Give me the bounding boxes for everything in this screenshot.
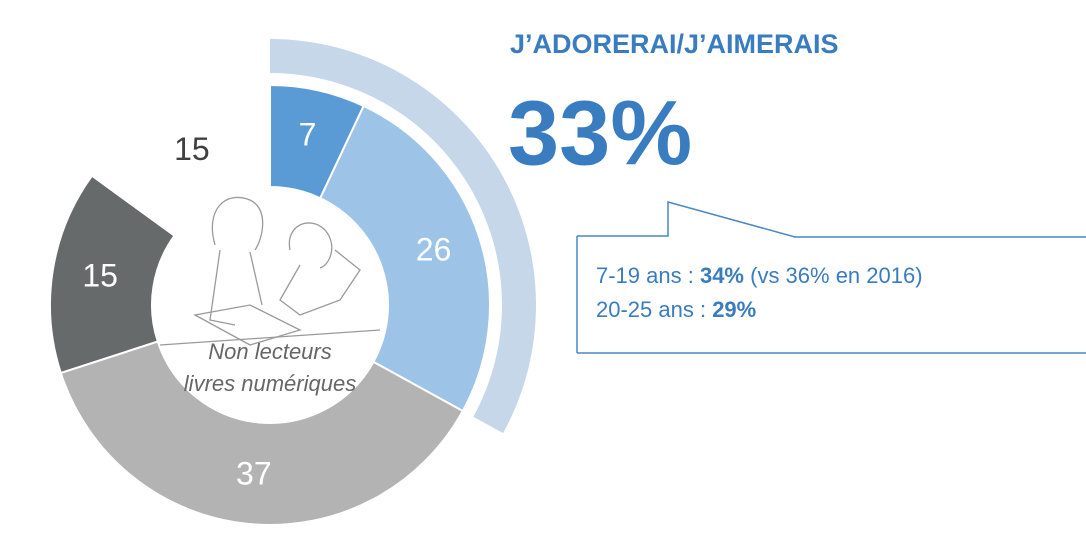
donut-segment [318, 104, 491, 413]
segment-label: 37 [236, 456, 272, 492]
title: J’ADORERAI/J’AIMERAIS [510, 29, 839, 59]
callout-text: 20-25 ans : [596, 297, 712, 322]
callout-text: (vs 36% en 2016) [744, 263, 923, 288]
callout-line: 20-25 ans : 29% [596, 297, 756, 322]
callout-line: 7-19 ans : 34% (vs 36% en 2016) [596, 263, 923, 288]
center-label: Non lecteurs [208, 339, 332, 364]
segment-label: 15 [174, 131, 210, 167]
callout-box [576, 201, 1086, 354]
highlight-value: 33% [508, 82, 692, 184]
donut-segment [59, 340, 465, 526]
callout-text: 7-19 ans : [596, 263, 700, 288]
segment-label: 26 [416, 231, 452, 267]
segment-label: 15 [82, 258, 118, 294]
center-label: livres numériques [184, 371, 356, 396]
callout-text: 34% [700, 263, 744, 288]
segment-label: 7 [299, 117, 317, 153]
callout-text: 29% [712, 297, 756, 322]
donut-segment [90, 83, 271, 238]
illustration [159, 196, 381, 346]
highlight-arc [270, 39, 536, 434]
